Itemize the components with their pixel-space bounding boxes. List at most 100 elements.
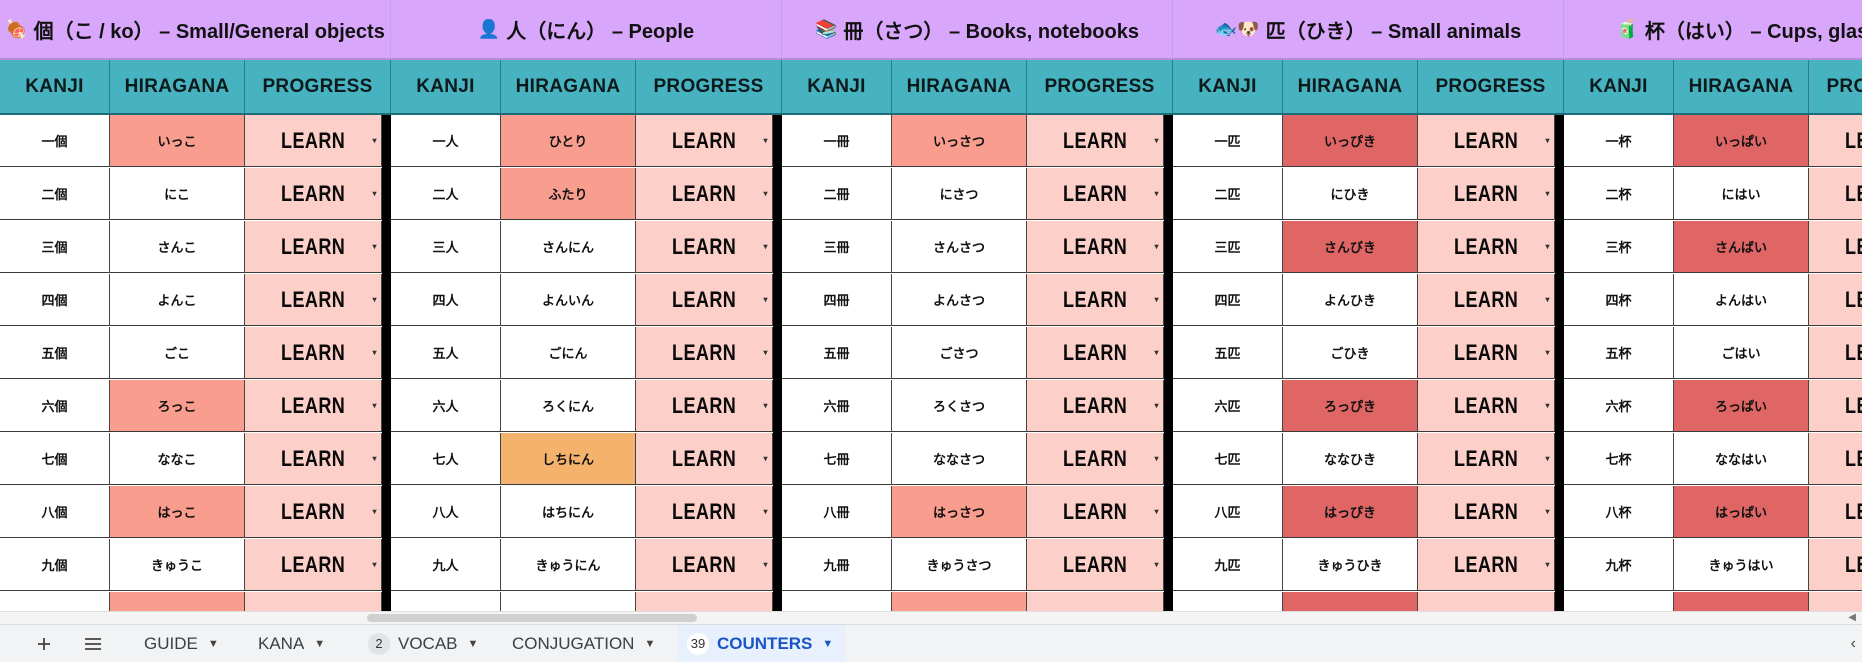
hiragana-cell[interactable]: はちにん	[501, 486, 636, 538]
hiragana-cell[interactable]: きゅうひき	[1283, 539, 1418, 591]
hiragana-cell[interactable]: ごにん	[501, 327, 636, 379]
chevron-down-icon[interactable]: ▼	[644, 637, 656, 650]
hiragana-cell[interactable]	[1674, 592, 1809, 611]
column-header-progress[interactable]: PROGRESS	[1809, 60, 1862, 113]
hiragana-cell[interactable]: はっぱい	[1674, 486, 1809, 538]
kanji-cell[interactable]: 九個	[0, 539, 110, 591]
column-header-kanji[interactable]: KANJI	[1173, 60, 1283, 113]
dropdown-arrow-icon[interactable]: ▾	[1545, 295, 1550, 304]
kanji-cell[interactable]: 三匹	[1173, 221, 1283, 273]
kanji-cell[interactable]: 五冊	[782, 327, 892, 379]
dropdown-arrow-icon[interactable]: ▾	[372, 136, 377, 145]
dropdown-arrow-icon[interactable]: ▾	[1154, 560, 1159, 569]
progress-dropdown[interactable]: LEARN▾	[1809, 327, 1862, 379]
hiragana-cell[interactable]: ななこ	[110, 433, 245, 485]
kanji-cell[interactable]: 六人	[391, 380, 501, 432]
column-header-progress[interactable]: PROGRESS	[1027, 60, 1173, 113]
progress-dropdown[interactable]: LEARN▾	[636, 168, 773, 220]
hiragana-cell[interactable]: さんにん	[501, 221, 636, 273]
hiragana-cell[interactable]: ごはい	[1674, 327, 1809, 379]
chevron-down-icon[interactable]: ▼	[822, 637, 834, 650]
kanji-cell[interactable]: 六匹	[1173, 380, 1283, 432]
dropdown-arrow-icon[interactable]: ▾	[1154, 189, 1159, 198]
hiragana-cell[interactable]: ろっぴき	[1283, 380, 1418, 432]
tab-guide[interactable]: GUIDE ▼	[134, 625, 240, 662]
hiragana-cell[interactable]: ななひき	[1283, 433, 1418, 485]
progress-dropdown[interactable]: LEARN▾	[1027, 380, 1164, 432]
dropdown-arrow-icon[interactable]: ▾	[1154, 136, 1159, 145]
horizontal-scrollbar[interactable]: ◀	[0, 611, 1862, 624]
kanji-cell[interactable]: 八匹	[1173, 486, 1283, 538]
hiragana-cell[interactable]: さんこ	[110, 221, 245, 273]
dropdown-arrow-icon[interactable]: ▾	[372, 348, 377, 357]
all-sheets-button[interactable]	[76, 625, 110, 662]
hiragana-cell[interactable]: いっぱい	[1674, 115, 1809, 167]
scroll-left-icon[interactable]: ◀	[1848, 612, 1856, 623]
column-header-kanji[interactable]: KANJI	[1564, 60, 1674, 113]
progress-dropdown[interactable]: LEARN▾	[1418, 433, 1555, 485]
progress-dropdown[interactable]	[1418, 592, 1555, 611]
dropdown-arrow-icon[interactable]: ▾	[1154, 507, 1159, 516]
kanji-cell[interactable]: 三人	[391, 221, 501, 273]
progress-dropdown[interactable]: LEARN▾	[245, 327, 382, 379]
hiragana-cell[interactable]: きゅうこ	[110, 539, 245, 591]
dropdown-arrow-icon[interactable]: ▾	[763, 242, 768, 251]
progress-dropdown[interactable]: LEARN▾	[1027, 221, 1164, 273]
column-header-hiragana[interactable]: HIRAGANA	[501, 60, 636, 113]
kanji-cell[interactable]	[391, 592, 501, 611]
hiragana-cell[interactable]: いっこ	[110, 115, 245, 167]
dropdown-arrow-icon[interactable]: ▾	[763, 295, 768, 304]
hiragana-cell[interactable]: よんいん	[501, 274, 636, 326]
progress-dropdown[interactable]: LEARN▾	[1809, 115, 1862, 167]
kanji-cell[interactable]: 七冊	[782, 433, 892, 485]
dropdown-arrow-icon[interactable]: ▾	[1545, 401, 1550, 410]
kanji-cell[interactable]: 三冊	[782, 221, 892, 273]
dropdown-arrow-icon[interactable]: ▾	[763, 136, 768, 145]
progress-dropdown[interactable]: LEARN▾	[1027, 168, 1164, 220]
progress-dropdown[interactable]: LEARN▾	[636, 274, 773, 326]
kanji-cell[interactable]: 五個	[0, 327, 110, 379]
hiragana-cell[interactable]: にさつ	[892, 168, 1027, 220]
progress-dropdown[interactable]: LEARN▾	[636, 327, 773, 379]
hiragana-cell[interactable]: にはい	[1674, 168, 1809, 220]
dropdown-arrow-icon[interactable]: ▾	[763, 560, 768, 569]
progress-dropdown[interactable]: LEARN▾	[636, 433, 773, 485]
dropdown-arrow-icon[interactable]: ▾	[372, 242, 377, 251]
progress-dropdown[interactable]: LEARN▾	[1027, 539, 1164, 591]
progress-dropdown[interactable]: LEARN▾	[1418, 539, 1555, 591]
hiragana-cell[interactable]: ろくさつ	[892, 380, 1027, 432]
kanji-cell[interactable]: 一人	[391, 115, 501, 167]
progress-dropdown[interactable]: LEARN▾	[1418, 327, 1555, 379]
kanji-cell[interactable]: 七個	[0, 433, 110, 485]
kanji-cell[interactable]: 九匹	[1173, 539, 1283, 591]
kanji-cell[interactable]: 四匹	[1173, 274, 1283, 326]
kanji-cell[interactable]: 八杯	[1564, 486, 1674, 538]
hiragana-cell[interactable]: いっぴき	[1283, 115, 1418, 167]
dropdown-arrow-icon[interactable]: ▾	[372, 189, 377, 198]
progress-dropdown[interactable]: LEARN▾	[1027, 274, 1164, 326]
dropdown-arrow-icon[interactable]: ▾	[1154, 242, 1159, 251]
kanji-cell[interactable]: 五匹	[1173, 327, 1283, 379]
kanji-cell[interactable]	[0, 592, 110, 611]
kanji-cell[interactable]: 五人	[391, 327, 501, 379]
hiragana-cell[interactable]	[110, 592, 245, 611]
tab-kana[interactable]: KANA ▼	[248, 625, 340, 662]
kanji-cell[interactable]: 一杯	[1564, 115, 1674, 167]
kanji-cell[interactable]	[1564, 592, 1674, 611]
hiragana-cell[interactable]: よんさつ	[892, 274, 1027, 326]
kanji-cell[interactable]: 九杯	[1564, 539, 1674, 591]
dropdown-arrow-icon[interactable]: ▾	[1154, 295, 1159, 304]
progress-dropdown[interactable]: LEARN▾	[245, 433, 382, 485]
progress-dropdown[interactable]: LEARN▾	[1027, 115, 1164, 167]
tab-scroll-left-icon[interactable]: ‹	[1850, 634, 1856, 652]
hiragana-cell[interactable]	[892, 592, 1027, 611]
progress-dropdown[interactable]: LEARN▾	[1027, 486, 1164, 538]
chevron-down-icon[interactable]: ▼	[467, 637, 479, 650]
kanji-cell[interactable]: 三個	[0, 221, 110, 273]
progress-dropdown[interactable]: LEARN▾	[1809, 486, 1862, 538]
kanji-cell[interactable]: 一匹	[1173, 115, 1283, 167]
kanji-cell[interactable]: 一冊	[782, 115, 892, 167]
kanji-cell[interactable]: 二冊	[782, 168, 892, 220]
dropdown-arrow-icon[interactable]: ▾	[763, 348, 768, 357]
hiragana-cell[interactable]: ごひき	[1283, 327, 1418, 379]
